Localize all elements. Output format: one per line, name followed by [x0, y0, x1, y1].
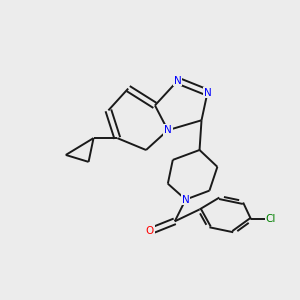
Text: Cl: Cl — [266, 214, 276, 224]
Text: N: N — [204, 88, 211, 98]
Text: N: N — [174, 76, 182, 85]
Text: N: N — [182, 194, 190, 205]
Text: O: O — [146, 226, 154, 236]
Text: N: N — [164, 125, 172, 135]
